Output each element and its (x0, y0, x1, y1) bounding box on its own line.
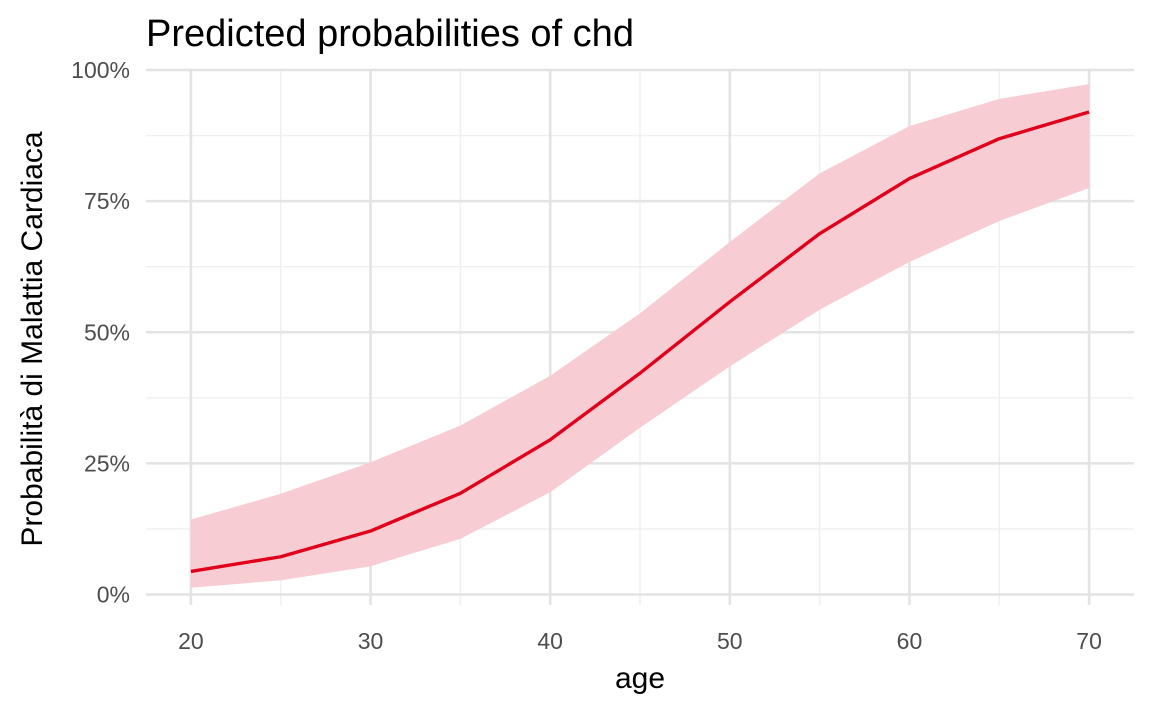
y-tick-label-0: 0% (97, 582, 130, 608)
x-tick-label-2: 40 (537, 628, 563, 654)
x-axis-title: age (615, 662, 665, 695)
prediction-line (190, 110, 1090, 574)
x-tick-label-5: 70 (1076, 628, 1102, 654)
y-tick-labels: 0% 25% 50% 75% 100% (71, 57, 130, 608)
chart-title: Predicted probabilities of chd (146, 13, 634, 55)
y-tick-label-2: 50% (84, 319, 130, 345)
x-tick-label-1: 30 (358, 628, 384, 654)
x-tick-label-4: 60 (897, 628, 923, 654)
x-tick-label-3: 50 (717, 628, 743, 654)
y-axis-title: Probabilità di Malattia Cardiaca (16, 131, 49, 547)
y-tick-label-4: 100% (71, 57, 130, 83)
x-tick-label-0: 20 (178, 628, 204, 654)
x-tick-labels: 20 30 40 50 60 70 (178, 628, 1102, 654)
confidence-band (190, 84, 1090, 588)
y-tick-label-3: 75% (84, 188, 130, 214)
y-tick-label-1: 25% (84, 450, 130, 476)
